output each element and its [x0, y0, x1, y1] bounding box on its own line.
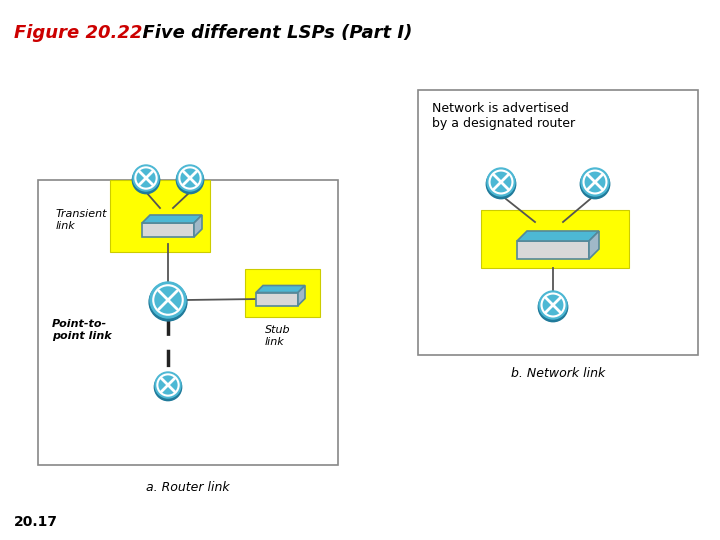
Circle shape	[539, 292, 567, 322]
Text: Stub
link: Stub link	[265, 325, 291, 347]
Circle shape	[150, 282, 186, 318]
Circle shape	[487, 168, 515, 196]
Text: Transient
link: Transient link	[56, 209, 107, 231]
Polygon shape	[256, 293, 298, 306]
Text: a. Router link: a. Router link	[146, 481, 230, 494]
Circle shape	[581, 168, 609, 196]
Polygon shape	[418, 90, 698, 355]
Circle shape	[155, 372, 181, 398]
Circle shape	[149, 283, 187, 321]
Text: Point-to-
point link: Point-to- point link	[52, 319, 112, 341]
Circle shape	[177, 165, 203, 191]
Circle shape	[176, 166, 204, 194]
Polygon shape	[110, 180, 210, 252]
Circle shape	[486, 170, 516, 199]
Polygon shape	[38, 180, 338, 465]
Circle shape	[133, 165, 159, 191]
Text: b. Network link: b. Network link	[511, 367, 605, 380]
Polygon shape	[481, 210, 629, 268]
Polygon shape	[194, 215, 202, 237]
Circle shape	[580, 170, 610, 199]
Polygon shape	[589, 231, 599, 259]
Polygon shape	[142, 223, 194, 237]
Polygon shape	[142, 215, 202, 223]
Circle shape	[539, 291, 567, 319]
Polygon shape	[245, 269, 320, 317]
Text: Figure 20.22:: Figure 20.22:	[14, 24, 150, 42]
Circle shape	[132, 166, 160, 194]
Polygon shape	[517, 231, 599, 241]
Text: 20.17: 20.17	[14, 515, 58, 529]
Text: Five different LSPs (Part I): Five different LSPs (Part I)	[130, 24, 413, 42]
Polygon shape	[517, 241, 589, 259]
Polygon shape	[256, 286, 305, 293]
Text: Network is advertised
by a designated router: Network is advertised by a designated ro…	[432, 102, 575, 130]
Circle shape	[154, 373, 181, 401]
Polygon shape	[298, 286, 305, 306]
